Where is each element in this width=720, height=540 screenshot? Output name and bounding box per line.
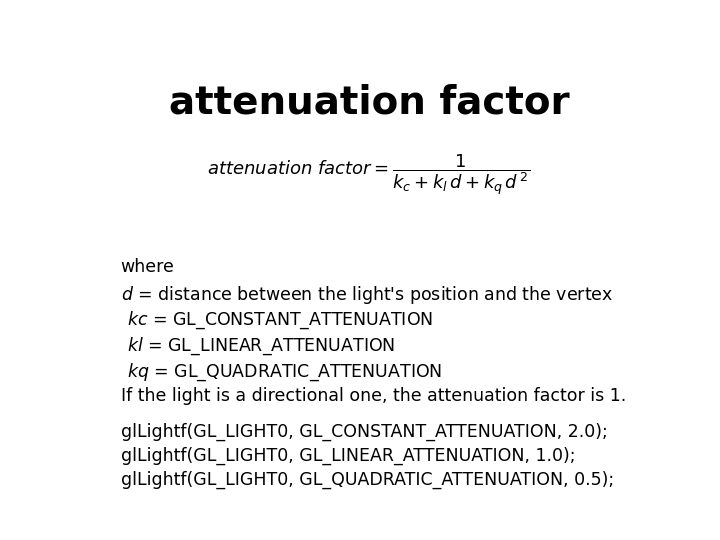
Text: $kc$ = GL_CONSTANT_ATTENUATION: $kc$ = GL_CONSTANT_ATTENUATION: [127, 310, 433, 331]
Text: If the light is a directional one, the attenuation factor is 1.: If the light is a directional one, the a…: [121, 387, 626, 405]
Text: $kq$ = GL_QUADRATIC_ATTENUATION: $kq$ = GL_QUADRATIC_ATTENUATION: [127, 361, 443, 383]
Text: glLightf(GL_LIGHT0, GL_CONSTANT_ATTENUATION, 2.0);: glLightf(GL_LIGHT0, GL_CONSTANT_ATTENUAT…: [121, 422, 608, 441]
Text: $kl$ = GL_LINEAR_ATTENUATION: $kl$ = GL_LINEAR_ATTENUATION: [127, 335, 395, 357]
Text: attenuation factor: attenuation factor: [168, 84, 570, 122]
Text: $d$ = distance between the light's position and the vertex: $d$ = distance between the light's posit…: [121, 284, 613, 306]
Text: glLightf(GL_LIGHT0, GL_LINEAR_ATTENUATION, 1.0);: glLightf(GL_LIGHT0, GL_LINEAR_ATTENUATIO…: [121, 447, 575, 465]
Text: glLightf(GL_LIGHT0, GL_QUADRATIC_ATTENUATION, 0.5);: glLightf(GL_LIGHT0, GL_QUADRATIC_ATTENUA…: [121, 471, 614, 489]
Text: where: where: [121, 258, 174, 276]
Text: $\mathit{attenuation\ factor} = \dfrac{1}{k_c + k_l\,d + k_q\,d^{\,2}}$: $\mathit{attenuation\ factor} = \dfrac{1…: [207, 152, 531, 198]
